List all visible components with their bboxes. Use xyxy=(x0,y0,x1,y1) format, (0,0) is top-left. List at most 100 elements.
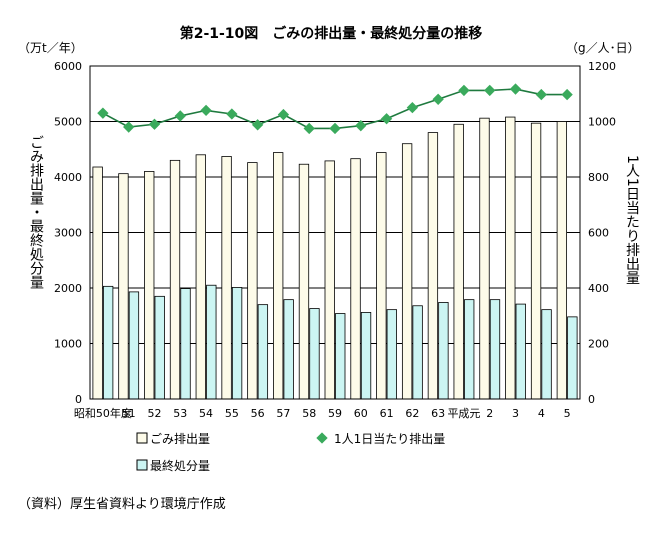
x-tick-label: 59 xyxy=(328,407,342,420)
bar-landfill xyxy=(386,309,397,400)
bar-landfill xyxy=(283,299,294,400)
per-capita-point xyxy=(148,118,161,130)
bar-waste xyxy=(169,159,181,400)
legend-label-waste: ごみ排出量 xyxy=(150,431,210,446)
legend-swatch-landfill xyxy=(136,459,148,471)
per-capita-point xyxy=(277,108,290,121)
bar-landfill xyxy=(335,313,346,400)
per-capita-point xyxy=(174,110,186,122)
bar-landfill xyxy=(412,305,423,400)
x-tick-label: 54 xyxy=(199,407,213,420)
left-tick-label: 3000 xyxy=(54,227,82,240)
bar-waste xyxy=(453,123,464,400)
x-tick-label: 2 xyxy=(486,407,493,420)
x-tick-label: 61 xyxy=(380,407,394,420)
bar-landfill xyxy=(360,312,372,400)
right-tick-label: 1000 xyxy=(588,116,616,129)
plot-area-frame xyxy=(89,65,581,400)
left-tick-label: 4000 xyxy=(54,171,82,184)
per-capita-point xyxy=(535,88,547,101)
per-capita-point xyxy=(509,83,522,95)
per-capita-point xyxy=(123,121,135,133)
x-tick-label: 52 xyxy=(147,407,161,420)
bar-landfill xyxy=(102,285,114,400)
bar-waste xyxy=(324,160,335,400)
right-tick-label: 200 xyxy=(588,338,609,351)
bars xyxy=(92,116,578,400)
line-series xyxy=(97,83,573,135)
x-tick-label: 昭和50年度 xyxy=(74,406,132,420)
legend-label-per-capita: 1人1日当たり排出量 xyxy=(334,432,445,446)
bar-waste xyxy=(350,158,361,400)
per-capita-point xyxy=(406,101,419,114)
per-capita-point xyxy=(226,108,238,120)
bar-waste xyxy=(221,156,232,400)
bar-landfill xyxy=(438,302,449,400)
bar-waste xyxy=(401,143,413,400)
bar-landfill xyxy=(515,303,526,400)
x-tick-label: 55 xyxy=(225,407,239,420)
bar-landfill xyxy=(489,299,501,400)
bar-landfill xyxy=(180,288,191,400)
legend: ごみ排出量 最終処分量 1人1日当たり排出量 xyxy=(136,431,445,473)
bar-waste xyxy=(427,132,439,400)
right-tick-label: 1200 xyxy=(588,60,616,73)
x-tick-label: 56 xyxy=(251,407,265,420)
bar-waste xyxy=(118,173,129,400)
bar-landfill xyxy=(154,295,165,400)
legend-swatch-waste xyxy=(136,432,148,444)
x-tick-label: 62 xyxy=(405,407,419,420)
right-tick-label: 800 xyxy=(588,171,609,184)
x-tick-label: 57 xyxy=(276,407,290,420)
left-tick-label: 1000 xyxy=(54,338,82,351)
x-tick-label: 5 xyxy=(564,407,571,420)
x-tick-label: 4 xyxy=(538,407,545,420)
bar-waste xyxy=(92,166,103,400)
bar-waste xyxy=(298,163,310,400)
left-axis-label: ごみ排出量・最終処分量 xyxy=(28,135,44,289)
bar-landfill xyxy=(541,309,552,400)
left-tick-label: 6000 xyxy=(54,60,82,73)
left-tick-label: 0 xyxy=(75,393,82,406)
right-tick-label: 400 xyxy=(588,282,609,295)
bar-landfill xyxy=(231,287,243,400)
bar-waste xyxy=(530,122,542,400)
left-tick-label: 2000 xyxy=(54,282,82,295)
x-tick-label: 58 xyxy=(302,407,316,420)
bar-waste xyxy=(144,171,155,400)
per-capita-point xyxy=(561,88,573,101)
per-capita-point xyxy=(329,122,341,135)
per-capita-point xyxy=(251,119,264,131)
bar-landfill xyxy=(464,299,475,400)
bar-waste xyxy=(247,162,258,400)
bar-waste xyxy=(479,117,490,400)
bar-waste xyxy=(505,116,516,400)
per-capita-point xyxy=(484,84,496,97)
right-axis-unit: （g／人･日） xyxy=(566,41,640,55)
bar-waste xyxy=(273,152,284,400)
right-tick-label: 0 xyxy=(588,393,595,406)
x-tick-label: 平成元 xyxy=(447,407,480,420)
bar-landfill xyxy=(309,308,320,400)
source-note: （資料）厚生省資料より環境庁作成 xyxy=(18,497,226,512)
x-tick-label: 51 xyxy=(122,407,136,420)
per-capita-point xyxy=(458,84,470,97)
x-tick-label: 63 xyxy=(431,407,445,420)
axes: 0 1000 2000 3000 4000 5000 6000 0 200 400 600 800 10… xyxy=(54,60,616,420)
bar-waste xyxy=(556,121,568,400)
per-capita-point xyxy=(200,104,212,117)
x-tick-label: 3 xyxy=(512,407,519,420)
left-axis-unit: （万t／年） xyxy=(18,41,83,55)
bar-waste xyxy=(376,152,387,400)
per-capita-point xyxy=(380,113,393,125)
per-capita-point xyxy=(432,93,444,105)
per-capita-point xyxy=(303,122,315,135)
right-axis-label: 1人1日当たり排出量 xyxy=(624,155,640,285)
legend-marker-per-capita xyxy=(316,432,328,444)
bar-waste xyxy=(195,154,206,400)
chart-title: 第2-1-10図 ごみの排出量・最終処分量の推移 xyxy=(180,25,483,42)
bar-landfill xyxy=(206,284,217,400)
bar-landfill xyxy=(128,291,140,400)
right-tick-label: 600 xyxy=(588,227,609,240)
